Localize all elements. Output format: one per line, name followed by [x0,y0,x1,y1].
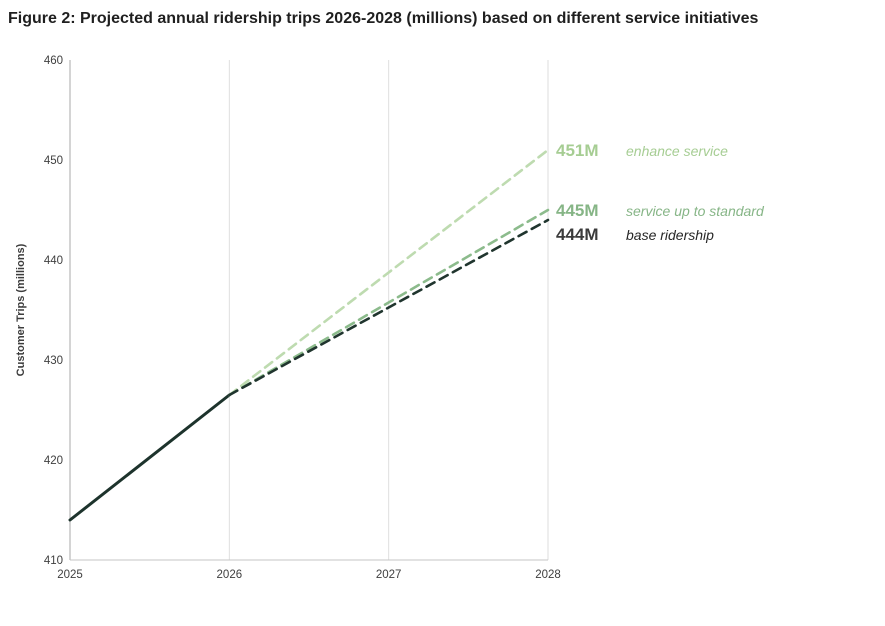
y-tick-label-430: 430 [44,355,63,367]
end-name-label-base-ridership: base ridership [626,227,714,243]
gridlines-layer [69,60,549,561]
series-line-actual-ridership-2025-2026 [68,393,231,522]
series-line-service-up-to-standard [228,208,550,397]
line-chart: 410 420 430 440 450 460 2025 2026 2027 2028 451M e… [0,30,885,594]
annotations-layer: 451M enhance service 445M service up to sta… [556,141,765,244]
x-tick-label-2027: 2027 [376,569,402,581]
y-axis-title: Customer Trips (millions) [15,244,27,377]
y-tick-label-460: 460 [44,55,63,67]
y-tick-label-420: 420 [44,455,63,467]
x-tick-label-2028: 2028 [535,569,561,581]
series-layer [68,148,550,522]
x-tick-label-2025: 2025 [57,569,83,581]
chart-canvas: 410 420 430 440 450 460 2025 2026 2027 2028 451M e… [15,55,765,581]
series-line-base-ridership [228,218,550,397]
end-name-label-service-up-to-standard: service up to standard [626,203,765,219]
axes-layer: 410 420 430 440 450 460 2025 2026 2027 2028 [44,55,561,581]
figure-title: Figure 2: Projected annual ridership tri… [8,10,759,27]
y-tick-label-450: 450 [44,155,63,167]
end-name-label-enhance-service: enhance service [626,143,728,159]
y-tick-label-440: 440 [44,255,63,267]
x-tick-label-2026: 2026 [217,569,243,581]
end-value-label-service-up-to-standard: 445M [556,201,599,220]
end-value-label-base-ridership: 444M [556,225,599,244]
end-value-label-enhance-service: 451M [556,141,599,160]
y-tick-label-410: 410 [44,555,63,567]
series-line-enhance-service [228,148,550,397]
